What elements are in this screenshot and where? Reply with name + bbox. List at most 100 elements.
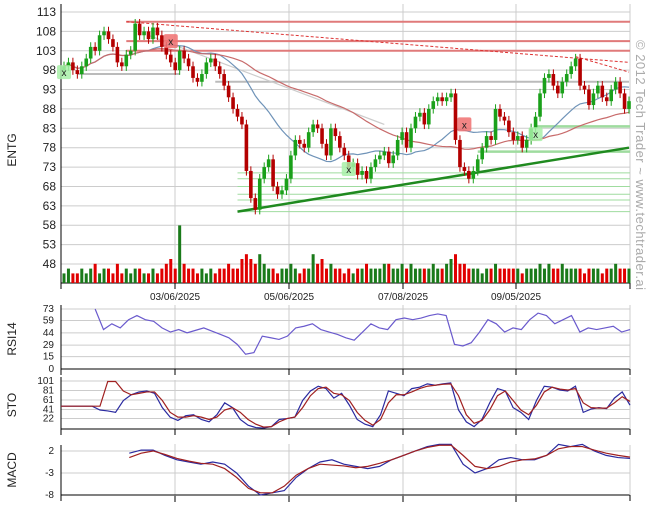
volume-bar [160,268,164,283]
volume-bar [147,273,151,283]
candle-body [173,62,178,71]
candle-body [186,58,191,67]
buy-signal-marker [57,65,71,80]
volume-bar [293,268,297,283]
volume-bar [311,254,315,283]
volume-bar [409,263,413,283]
y-tick-label: 61 [43,395,55,406]
volume-bar [591,268,595,283]
volume-bar [227,263,231,283]
volume-bar [502,268,506,283]
volume-bar [80,268,84,283]
volume-bar [89,268,93,283]
volume-bar [427,268,431,283]
candle-body [453,93,458,140]
candle-body [458,139,462,168]
y-tick-label: 0 [48,364,54,375]
volume-bar [605,268,609,283]
volume-bar [271,268,275,283]
volume-bar [556,268,560,283]
volume-bar [560,263,564,283]
candle-body [378,155,382,160]
volume-bar [253,263,257,283]
price-panel: 113 108 103 98 93 88 83 78 73 68 63 58 53 48 03/06/202… [36,4,631,303]
volume-bar [249,259,253,283]
volume-bar [187,268,191,283]
volume-bar [387,263,391,283]
candle-body [413,116,418,129]
volume-bar [71,273,75,283]
volume-bar [609,268,613,283]
candle-body [253,198,258,210]
y-tick-label: 58 [43,218,57,232]
candle-body [338,136,342,148]
candle-body [262,167,266,179]
volume-bar [467,268,471,283]
candle-body [235,108,240,117]
candle-body [346,155,351,168]
candle-body [427,108,431,125]
candle-body [66,62,71,67]
macd-line-signal [129,444,631,494]
candle-body [542,77,547,94]
candle-body [369,167,373,179]
candle-body [120,62,124,67]
candle-body [507,120,511,133]
volume-bar [520,273,524,283]
volume-bar [507,268,511,283]
sell-signal-label: x [462,120,467,131]
volume-bar [378,268,382,283]
volume-bar [574,268,578,283]
volume-bar [62,273,66,283]
sto-line-d [61,380,631,428]
y-tick-label: 41 [43,405,55,416]
volume-bar [307,268,311,283]
buy-signal-label: x [346,165,351,176]
candle-body [484,136,489,148]
candle-body [360,170,364,175]
candle-body [502,116,507,121]
volume-bar [333,268,337,283]
volume-bar [600,273,604,283]
candle-body [164,46,169,55]
candle-body [289,155,293,179]
candle-body [333,128,338,137]
candle-body [613,81,618,90]
volume-bar [298,273,302,283]
candle-body [213,58,218,67]
y-tick-label: 83 [43,121,57,135]
candle-body [493,108,498,140]
candle-body [582,85,587,90]
candle-body [533,116,538,129]
volume-bar [583,273,587,283]
volume-bar [400,263,404,283]
candle-body [515,136,520,140]
candle-body [569,66,573,75]
volume-bar [129,273,133,283]
volume-bar [204,273,208,283]
sell-signal-marker [163,34,178,49]
volume-bar [542,268,546,283]
volume-bar [462,263,466,283]
volume-bar [511,268,515,283]
x-tick-label: 05/06/2025 [264,292,314,303]
y-tick-label: -8 [45,490,54,501]
volume-bar [413,268,417,283]
candle-body [102,31,106,36]
volume-bar [565,268,569,283]
candle-body [209,58,213,63]
candle-body [564,74,569,82]
volume-bar [342,273,346,283]
candle-body [498,108,502,117]
volume-bar [614,263,618,283]
volume-bar [587,268,591,283]
candle-body [111,39,115,47]
volume-bar [289,263,293,283]
volume-bar [396,268,400,283]
y-tick-label: 98 [43,63,57,77]
y-tick-label: 81 [43,386,55,397]
volume-bar [347,268,351,283]
candle-body [160,35,164,47]
candle-body [315,124,320,129]
